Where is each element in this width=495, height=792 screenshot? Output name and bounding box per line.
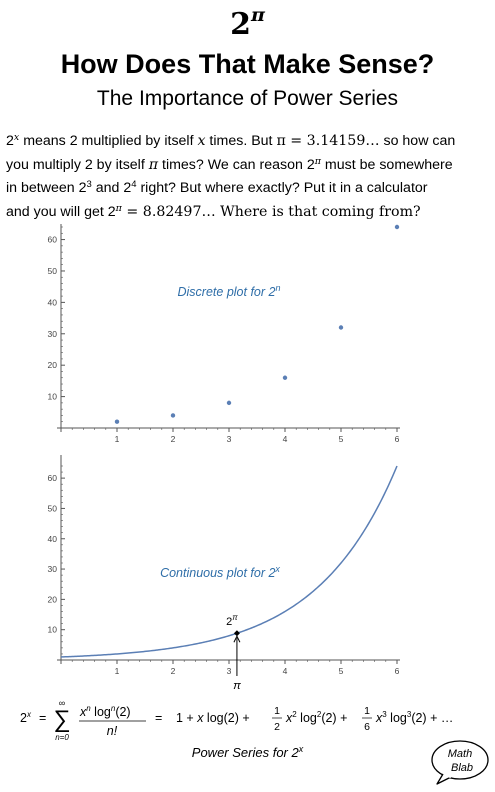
term4-denominator: 6 <box>364 721 370 733</box>
intro-text: so how can <box>379 133 456 149</box>
data-point <box>282 375 288 380</box>
logo-speech-bubble <box>431 740 489 780</box>
x-tick-label: 3 <box>227 434 232 444</box>
intro-text: in between 2 <box>6 180 87 196</box>
intro-exponent: 3 <box>86 179 92 190</box>
y-tick-label: 30 <box>48 564 58 574</box>
intro-line-4: and you will get 2π = 8.82497… Where is … <box>6 199 492 223</box>
intro-exponent: 4 <box>131 179 137 190</box>
power-series-caption: Power Series for 2x <box>0 744 495 760</box>
logo-text-math: Math <box>448 748 472 760</box>
pi-axis-label: π <box>233 680 241 692</box>
formula-equals: = <box>39 711 46 725</box>
intro-text: times? We can reason 2 <box>158 156 315 173</box>
y-tick-label: 40 <box>48 297 58 307</box>
y-tick-label: 10 <box>48 392 58 402</box>
caption-exponent: x <box>298 744 304 754</box>
intro-text: means 2 multiplied by itself <box>19 133 198 149</box>
subtitle: The Importance of Power Series <box>96 87 399 110</box>
fraction-numerator: xn logn(2) <box>79 704 131 719</box>
intro-line-3: in between 23 and 24 right? But where ex… <box>6 175 492 199</box>
data-point <box>394 224 400 230</box>
intro-math: π = 3.14159… <box>276 133 380 149</box>
intro-exponent: π <box>314 155 321 167</box>
intro-exponent: π <box>115 202 122 214</box>
sum-upper: ∞ <box>59 700 65 708</box>
intro-line-2: you multiply 2 by itself π times? We can… <box>6 152 492 176</box>
data-point <box>338 325 344 330</box>
continuous-plot-annotation: Continuous plot for 2x <box>160 564 280 580</box>
y-tick-label: 20 <box>48 594 58 604</box>
discrete-plot-annotation: Discrete plot for 2n <box>178 283 281 299</box>
data-point <box>114 419 120 424</box>
curve-2-pow-x <box>60 465 398 658</box>
term4-numerator: 1 <box>364 705 370 717</box>
data-point <box>226 400 232 406</box>
series-terms-2: x2 log2(2) + <box>285 710 347 725</box>
term3-numerator: 1 <box>274 705 280 717</box>
intro-text: must be somewhere <box>320 156 453 173</box>
title-base: 2 <box>230 7 251 42</box>
x-tick-label: 5 <box>339 434 344 444</box>
intro-paragraph: 2x means 2 multiplied by itself x times.… <box>6 128 492 222</box>
headline-question: How Does That Make Sense? <box>60 49 435 79</box>
x-tick-label: 3 <box>227 666 232 676</box>
intro-text: 2 <box>6 133 14 149</box>
y-tick-label: 20 <box>48 360 58 370</box>
continuous-chart: 1 2 3 4 5 6 10 20 30 40 50 60 2π π Continuous plot for… <box>48 455 400 692</box>
y-tick-label: 40 <box>48 534 58 544</box>
y-tick-label: 50 <box>48 266 58 276</box>
x-tick-label: 2 <box>171 666 176 676</box>
intro-text: you multiply 2 by itself <box>6 156 149 173</box>
caption-text: Power Series for 2 <box>191 745 299 760</box>
intro-line-1: 2x means 2 multiplied by itself x times.… <box>6 128 492 152</box>
marked-point-label: 2π <box>226 613 238 628</box>
term3-denominator: 2 <box>274 721 280 733</box>
logo-tail-join <box>444 773 452 779</box>
y-tick-label: 10 <box>48 625 58 635</box>
charts-svg: 1 2 3 4 5 6 10 20 30 40 50 60 Discrete plot for 2n 1… <box>48 224 400 692</box>
x-tick-label: 5 <box>339 666 344 676</box>
intro-math: π <box>148 156 159 173</box>
series-terms-3: x3 log3(2) + … <box>375 710 453 725</box>
power-series-formula: 2x = ∞ ∑ n=0 xn logn(2) n! = 1 + x log(2… <box>20 700 453 742</box>
x-tick-label: 1 <box>115 434 120 444</box>
y-tick-label: 30 <box>48 329 58 339</box>
intro-exponent: x <box>13 132 20 143</box>
formula-equals-2: = <box>155 711 162 725</box>
y-tick-label: 60 <box>48 473 58 483</box>
x-tick-label: 6 <box>395 434 400 444</box>
x-tick-label: 4 <box>283 434 288 444</box>
intro-text: and 2 <box>91 180 132 196</box>
intro-text: = 8.82497… Where is that coming from? <box>121 203 421 220</box>
intro-text: times. But <box>205 133 277 149</box>
page-title: 2π <box>0 4 495 42</box>
title-exponent: π <box>250 4 265 26</box>
sum-sigma: ∑ <box>53 706 70 733</box>
y-tick-label: 60 <box>48 235 58 245</box>
x-tick-label: 4 <box>283 666 288 676</box>
intro-text: right? But where exactly? Put it in a ca… <box>136 180 428 196</box>
fraction-denominator: n! <box>107 724 118 738</box>
intro-text: and you will get 2 <box>6 203 116 220</box>
series-terms-1: 1 + x log(2) + <box>176 711 250 725</box>
marked-point <box>233 630 240 637</box>
formula-lhs: 2x <box>20 710 32 725</box>
intro-math: x <box>197 133 206 149</box>
x-tick-label: 2 <box>171 434 176 444</box>
x-tick-label: 6 <box>395 666 400 676</box>
discrete-chart: 1 2 3 4 5 6 10 20 30 40 50 60 Discrete plot for 2n <box>48 224 400 444</box>
mathblab-logo: Math Blab <box>431 740 489 785</box>
data-point <box>170 413 176 418</box>
sum-lower: n=0 <box>55 733 69 742</box>
logo-text-blab: Blab <box>451 762 473 774</box>
y-tick-label: 50 <box>48 503 58 513</box>
x-tick-label: 1 <box>115 666 120 676</box>
